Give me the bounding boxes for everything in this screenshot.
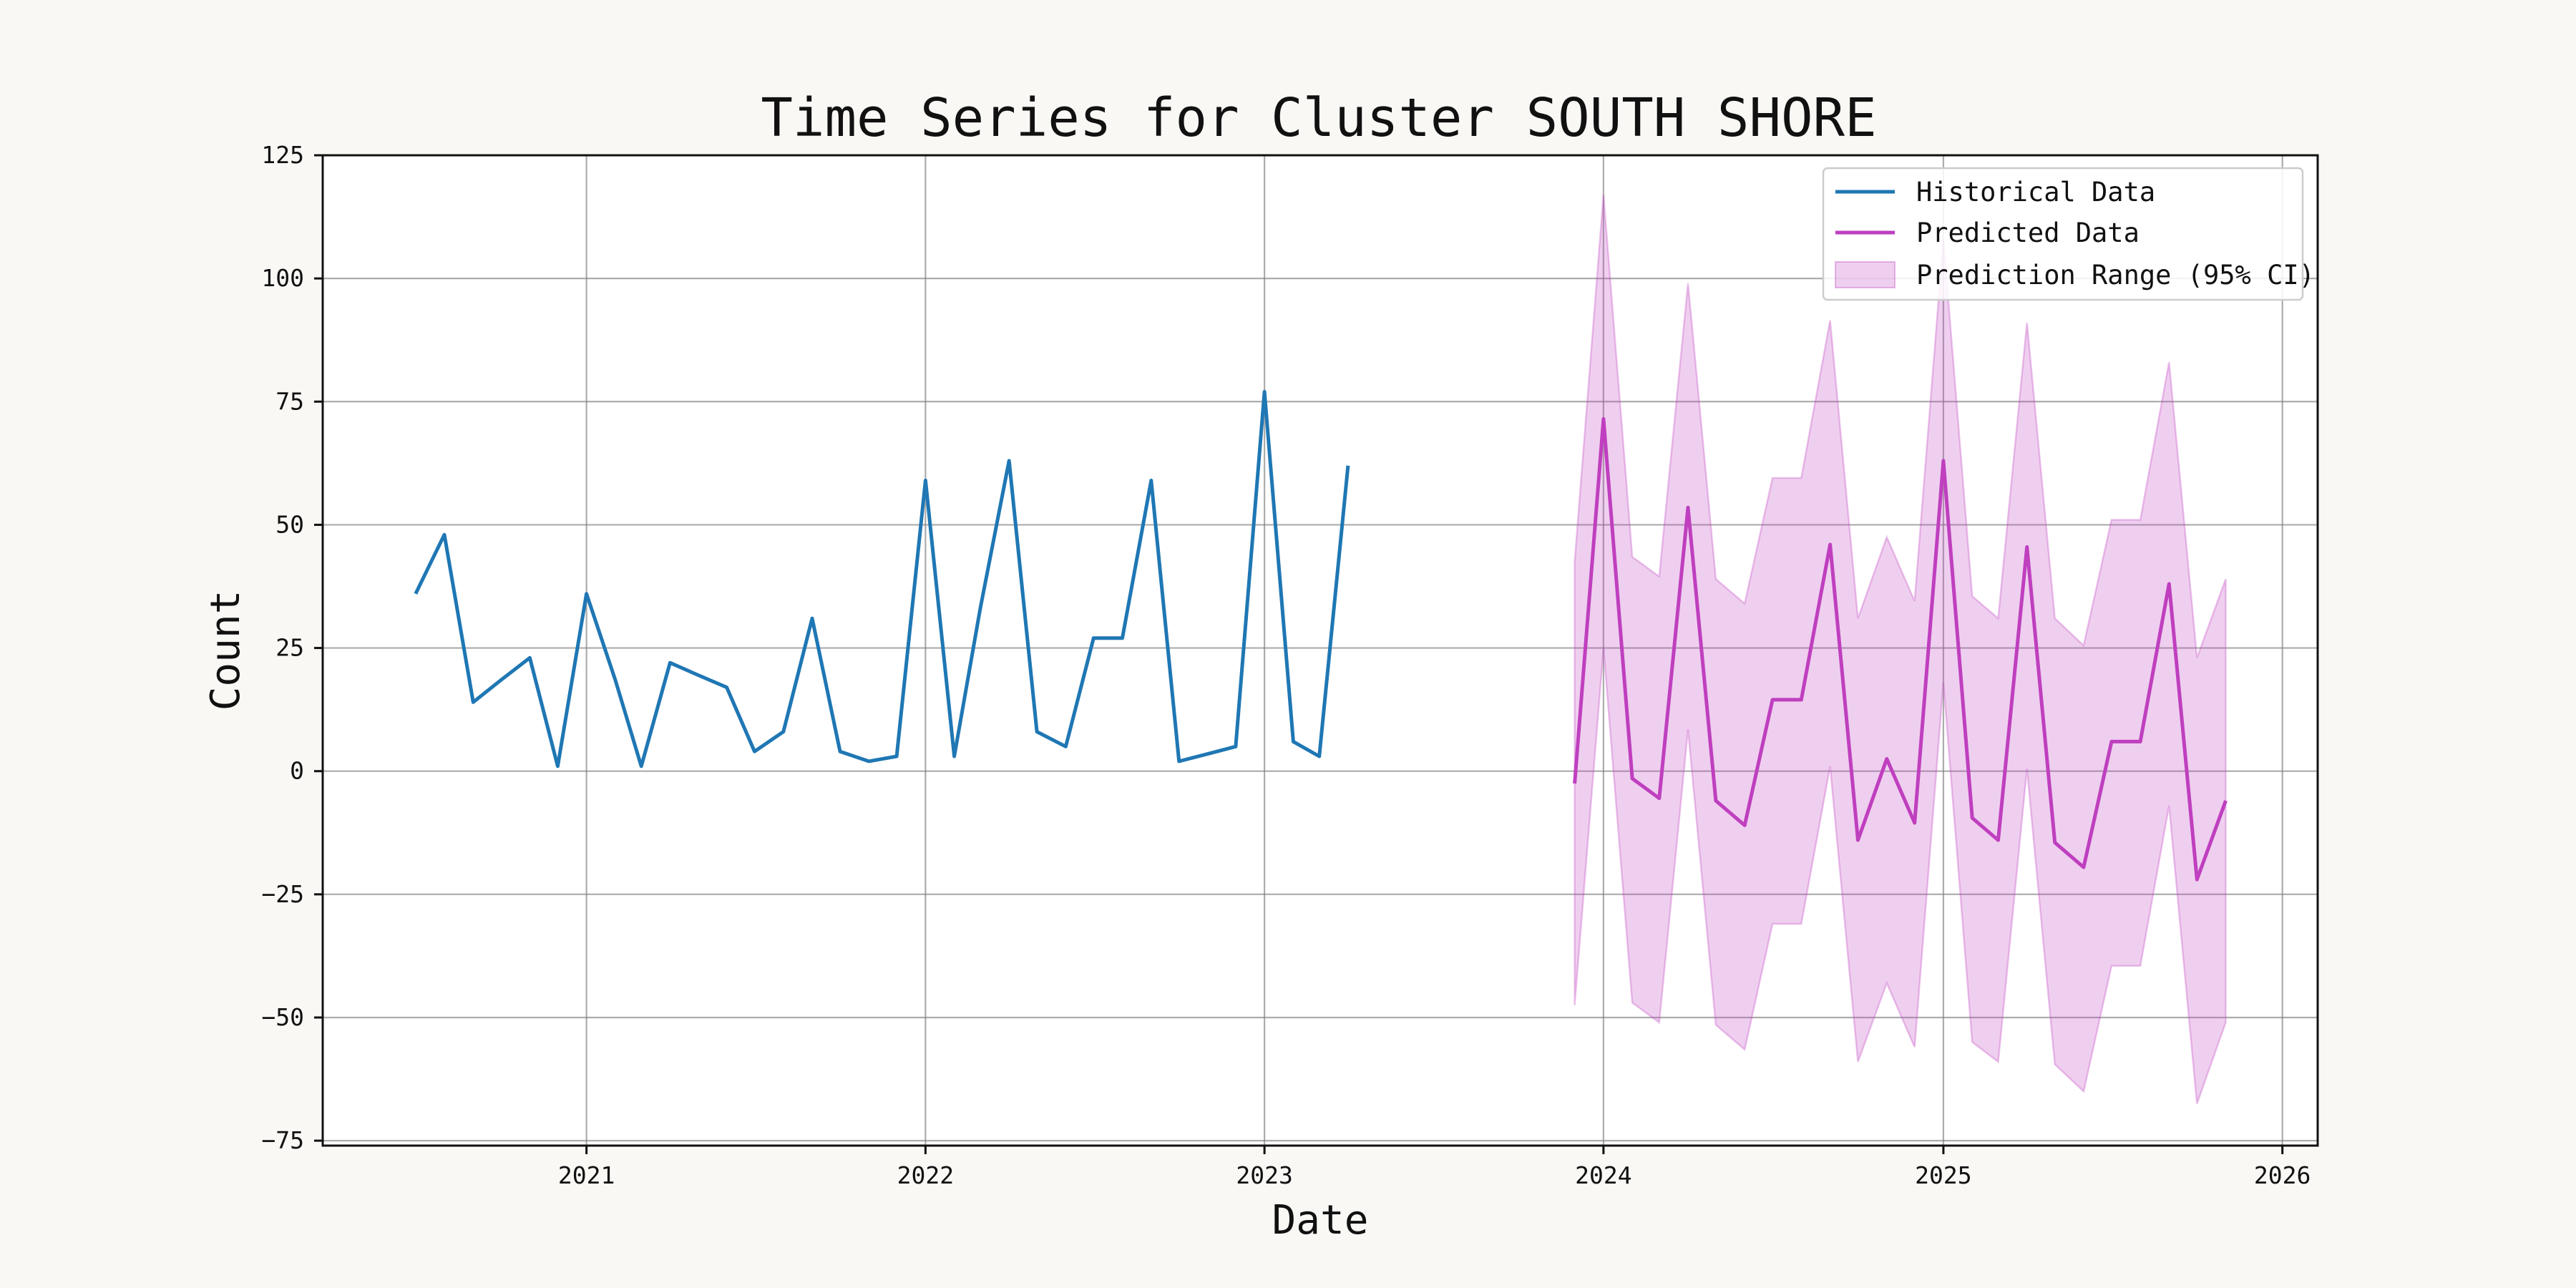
x-tick-label: 2026 bbox=[2254, 1161, 2311, 1189]
y-tick-label: 125 bbox=[261, 141, 304, 169]
y-tick-label: −50 bbox=[261, 1003, 304, 1031]
y-axis-label: Count bbox=[203, 590, 249, 711]
x-tick-label: 2021 bbox=[558, 1161, 615, 1189]
series-line-historical-data bbox=[414, 390, 1350, 769]
series-layer bbox=[414, 390, 2228, 882]
legend-label-prediction-range: Prediction Range (95% CI) bbox=[1916, 260, 2315, 291]
y-tick-label: −25 bbox=[261, 880, 304, 908]
x-axis-label: Date bbox=[1272, 1197, 1369, 1244]
x-tick-label: 2025 bbox=[1915, 1161, 1971, 1189]
legend: Historical Data Predicted Data Predictio… bbox=[1822, 167, 2315, 301]
series-line-predicted-data bbox=[1573, 416, 2228, 882]
y-tick-label: 50 bbox=[275, 510, 304, 538]
y-tick-label: 0 bbox=[290, 757, 304, 785]
x-tick-label: 2023 bbox=[1236, 1161, 1292, 1189]
y-tick-label: −75 bbox=[261, 1126, 304, 1154]
legend-label-historical: Historical Data bbox=[1916, 177, 2155, 208]
y-tick-label: 100 bbox=[261, 264, 304, 292]
legend-label-predicted: Predicted Data bbox=[1916, 218, 2140, 248]
chart-title: Time Series for Cluster SOUTH SHORE bbox=[761, 87, 1876, 149]
y-tick-label: 75 bbox=[275, 387, 304, 415]
legend-swatch-prediction-range bbox=[1835, 261, 1896, 288]
y-axis-ticks: 125 100 75 50 25 0 −25 −50 −75 bbox=[261, 141, 323, 1154]
y-tick-label: 25 bbox=[275, 634, 304, 662]
plot-border bbox=[321, 154, 2319, 1147]
x-tick-label: 2024 bbox=[1575, 1161, 1631, 1189]
x-axis-ticks: 2021 2022 2023 2024 2025 2026 bbox=[558, 1146, 2311, 1189]
plot-area bbox=[321, 154, 2319, 1147]
legend-box bbox=[1822, 167, 2304, 301]
prediction-range-band bbox=[1574, 195, 2227, 1104]
x-tick-label: 2022 bbox=[897, 1161, 954, 1189]
prediction-range-layer bbox=[1574, 195, 2227, 1104]
